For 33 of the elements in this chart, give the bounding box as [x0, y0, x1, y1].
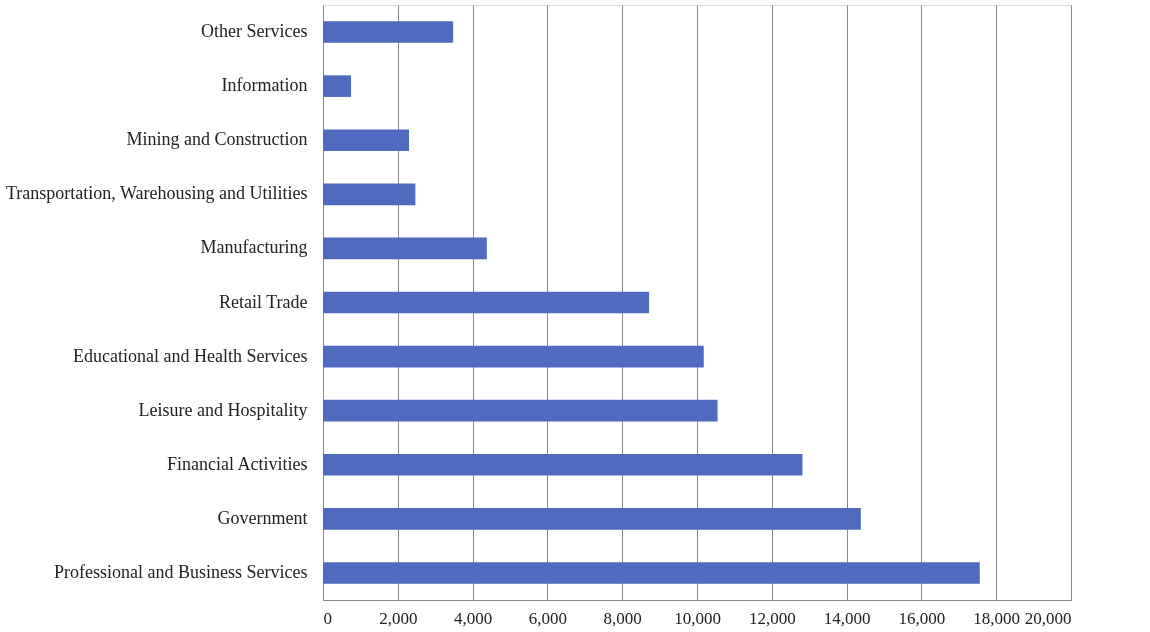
x-tick-label: 6,000 — [528, 608, 568, 628]
x-tick-label: 10,000 — [674, 608, 721, 628]
bar — [323, 508, 861, 530]
x-tick-label: 20,000 — [1024, 608, 1072, 628]
bar — [323, 399, 718, 422]
x-tick-label: 18,000 — [973, 608, 1021, 628]
bar — [323, 345, 704, 368]
bar — [323, 453, 803, 476]
y-tick-label: Leisure and Hospitality — [138, 399, 308, 420]
bar — [323, 21, 454, 43]
y-tick-label: Government — [217, 507, 308, 528]
y-tick-label: Financial Activities — [167, 453, 308, 474]
y-tick-label: Information — [221, 75, 308, 96]
y-tick-label: Mining and Construction — [126, 129, 308, 150]
y-tick-label: Educational and Health Services — [73, 345, 308, 366]
x-tick-label: 2,000 — [379, 608, 418, 628]
bar — [323, 75, 352, 97]
x-tick-label: 0 — [323, 608, 332, 628]
bar — [323, 183, 416, 206]
x-tick-label: 12,000 — [748, 608, 796, 628]
x-tick-label: 8,000 — [603, 608, 642, 628]
y-tick-label: Professional and Business Services — [54, 561, 308, 582]
y-tick-label: Retail Trade — [219, 291, 308, 312]
x-tick-label: 4,000 — [453, 608, 493, 628]
bar — [323, 237, 487, 260]
y-tick-label: Transportation, Warehousing and Utilities — [5, 183, 308, 204]
bar — [323, 562, 980, 584]
bar — [323, 291, 650, 314]
y-tick-label: Other Services — [201, 21, 308, 42]
x-tick-label: 14,000 — [823, 608, 871, 628]
bar — [323, 129, 410, 152]
x-tick-label: 16,000 — [898, 608, 946, 628]
y-tick-label: Manufacturing — [200, 237, 308, 258]
